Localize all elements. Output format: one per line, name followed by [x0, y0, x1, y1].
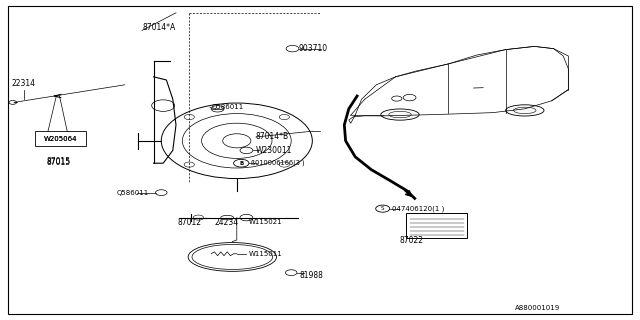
Text: Q586011: Q586011 [211, 104, 243, 110]
Text: W205064: W205064 [44, 136, 77, 141]
Text: W115011: W115011 [248, 251, 282, 257]
Text: B: B [239, 161, 243, 166]
Ellipse shape [506, 105, 544, 116]
Text: 81988: 81988 [300, 271, 323, 280]
Bar [35, 131, 86, 146]
Text: 87014*A: 87014*A [142, 23, 175, 32]
Text: S: S [381, 206, 385, 211]
Text: 87015: 87015 [47, 157, 71, 166]
Text: 903710: 903710 [299, 44, 328, 52]
Text: Q586011: Q586011 [117, 190, 149, 196]
Text: 87012: 87012 [178, 218, 202, 227]
Text: W115021: W115021 [248, 220, 282, 225]
Text: 047406120(1 ): 047406120(1 ) [392, 205, 445, 212]
Text: 87022: 87022 [400, 236, 424, 245]
Bar [406, 213, 467, 238]
Text: 24234: 24234 [214, 218, 239, 227]
Text: 22314: 22314 [12, 79, 35, 88]
Text: A880001019: A880001019 [515, 305, 560, 311]
Text: 87014*B: 87014*B [256, 132, 289, 141]
Text: ß010006166(3 ): ß010006166(3 ) [251, 160, 305, 166]
Ellipse shape [381, 109, 419, 120]
Text: W205064: W205064 [44, 136, 77, 141]
Text: 87015: 87015 [47, 158, 71, 167]
Text: W230011: W230011 [256, 146, 292, 155]
